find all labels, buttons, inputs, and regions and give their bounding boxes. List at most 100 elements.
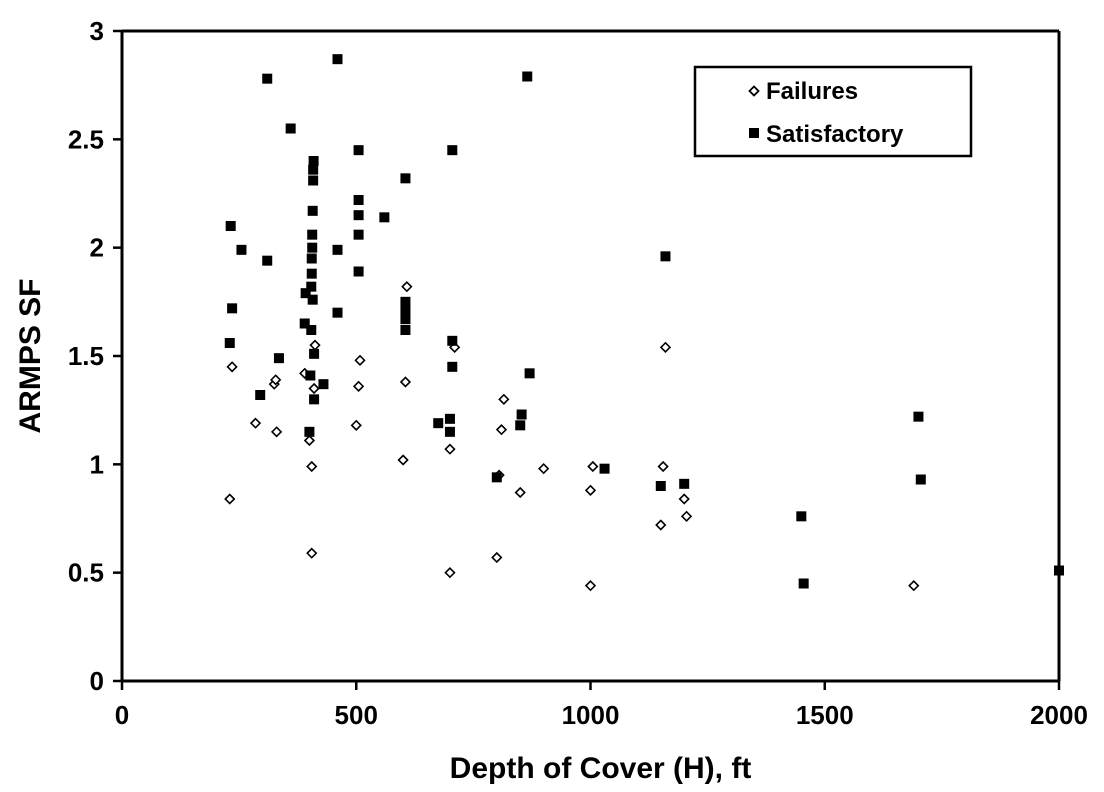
failure-point xyxy=(680,510,693,522)
failure-point xyxy=(491,551,503,564)
failure-point xyxy=(584,484,597,496)
satisfactory-point xyxy=(655,481,666,491)
x-tick-label: 500 xyxy=(335,700,378,730)
legend-marker-satisfactory xyxy=(749,128,759,138)
satisfactory-point xyxy=(309,348,320,359)
satisfactory-point xyxy=(353,145,364,156)
satisfactory-point xyxy=(255,390,266,400)
failure-point xyxy=(354,354,366,366)
satisfactory-point xyxy=(400,173,411,184)
satisfactory-point xyxy=(299,318,310,329)
satisfactory-point xyxy=(332,307,343,318)
failure-point xyxy=(584,580,597,592)
satisfactory-point xyxy=(444,426,455,437)
satisfactory-point xyxy=(915,474,926,485)
legend-label-failures: Failures xyxy=(766,78,858,105)
satisfactory-point xyxy=(227,303,238,314)
failure-point xyxy=(308,382,320,395)
satisfactory-point xyxy=(307,294,318,305)
satisfactory-point xyxy=(660,251,671,262)
x-tick-label: 1000 xyxy=(562,700,620,730)
x-tick-label: 1500 xyxy=(796,700,854,730)
satisfactory-point xyxy=(433,418,444,429)
satisfactory-point xyxy=(332,54,343,65)
satisfactory-point xyxy=(913,411,924,422)
y-axis-ticks: 0 0.5 1 1.5 2 2.5 3 xyxy=(68,16,122,696)
failure-point xyxy=(352,380,365,392)
y-tick-label: 0.5 xyxy=(68,558,104,588)
satisfactory-point xyxy=(285,123,296,134)
failure-point xyxy=(224,493,236,505)
failure-point xyxy=(587,460,599,473)
failure-point xyxy=(657,460,669,473)
satisfactory-point xyxy=(273,353,284,364)
satisfactory-point xyxy=(524,368,535,379)
satisfactory-point xyxy=(447,361,458,372)
failure-point xyxy=(401,281,413,293)
satisfactory-point xyxy=(308,164,319,175)
satisfactory-point xyxy=(447,335,458,346)
failure-point xyxy=(270,374,282,386)
satisfactory-point xyxy=(679,478,690,489)
data-points xyxy=(224,54,1064,592)
satisfactory-point xyxy=(400,305,411,316)
y-axis-title: ARMPS SF xyxy=(14,278,47,433)
satisfactory-point xyxy=(309,394,320,405)
x-tick-label: 0 xyxy=(115,700,129,730)
failure-point xyxy=(538,463,550,475)
failure-point xyxy=(350,419,362,431)
x-tick-label: 2000 xyxy=(1030,700,1088,730)
legend-marker-failures xyxy=(748,85,760,97)
satisfactory-point xyxy=(305,370,316,381)
satisfactory-point xyxy=(353,210,364,221)
failure-point xyxy=(495,424,508,436)
satisfactory-point xyxy=(798,578,809,589)
failure-point xyxy=(399,376,412,388)
satisfactory-point xyxy=(400,325,411,335)
failure-point xyxy=(908,580,920,592)
satisfactory-point xyxy=(400,314,411,325)
satisfactory-point xyxy=(307,205,318,216)
satisfactory-point xyxy=(262,255,273,266)
satisfactory-point xyxy=(306,268,317,279)
satisfactory-point xyxy=(447,145,458,156)
satisfactory-point xyxy=(515,420,526,431)
failure-point xyxy=(306,460,318,473)
failure-point xyxy=(270,426,283,438)
satisfactory-point xyxy=(353,229,364,240)
failure-point xyxy=(678,493,690,505)
failure-point xyxy=(309,339,321,351)
legend: Failures Satisfactory xyxy=(693,65,973,158)
satisfactory-point xyxy=(491,472,502,483)
x-axis-title: Depth of Cover (H), ft xyxy=(450,752,752,785)
failure-point xyxy=(397,454,409,466)
y-tick-label: 0 xyxy=(90,666,104,696)
satisfactory-point xyxy=(516,409,527,420)
failure-point xyxy=(249,417,262,429)
failure-point xyxy=(226,361,238,373)
y-tick-label: 3 xyxy=(90,16,104,46)
satisfactory-point xyxy=(300,288,311,299)
satisfactory-point xyxy=(379,212,390,223)
x-axis-ticks: 0 500 1000 1500 2000 xyxy=(115,681,1088,730)
series-failures xyxy=(224,281,920,592)
failure-point xyxy=(514,486,526,499)
satisfactory-point xyxy=(307,229,318,240)
y-tick-label: 1.5 xyxy=(68,341,104,371)
failure-point xyxy=(306,547,318,559)
satisfactory-point xyxy=(796,511,807,522)
y-tick-label: 2 xyxy=(90,233,104,263)
y-tick-label: 1 xyxy=(90,449,104,479)
satisfactory-point xyxy=(306,325,317,335)
series-satisfactory xyxy=(224,54,1064,589)
legend-box xyxy=(693,65,973,158)
failure-point xyxy=(655,519,667,531)
satisfactory-point xyxy=(353,266,364,277)
satisfactory-point xyxy=(304,426,315,437)
satisfactory-point xyxy=(225,221,236,231)
satisfactory-point xyxy=(307,242,318,253)
y-tick-label: 2.5 xyxy=(68,124,104,154)
failure-point xyxy=(303,434,316,447)
